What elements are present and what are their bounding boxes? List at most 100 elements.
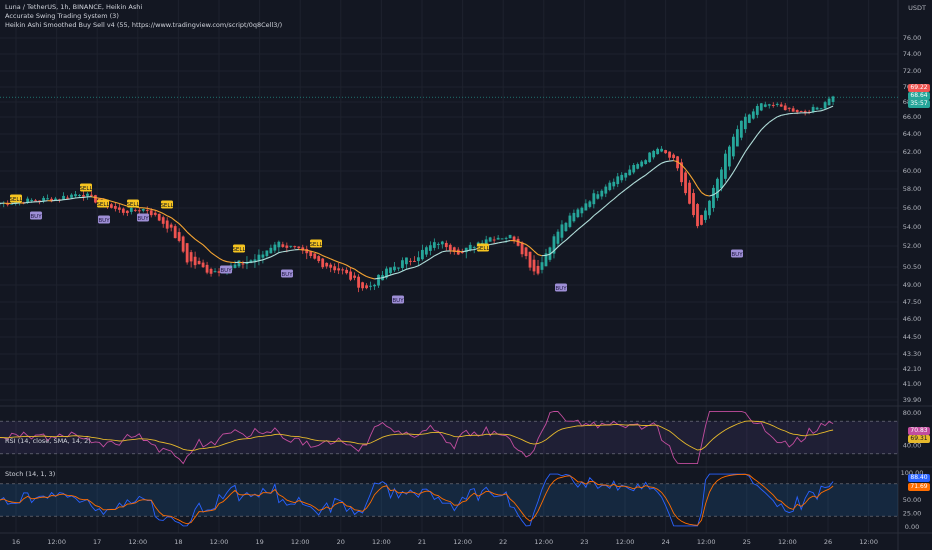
buy-signal-label: BUY: [731, 252, 743, 258]
candle-body: [652, 150, 656, 158]
candle-body: [357, 276, 360, 288]
smoothed-line-segment: [390, 273, 395, 276]
candle-body: [472, 247, 476, 249]
x-tick-label: 12:00: [210, 538, 229, 546]
smoothed-line-segment: [162, 213, 168, 217]
stoch-title[interactable]: Stoch (14, 1, 3): [5, 470, 56, 478]
smoothed-line-segment: [182, 227, 188, 233]
price-tick-label: 47.50: [903, 298, 922, 306]
x-axis[interactable]: 16 12:00 17 12:00 18 12:00 19 12:00 20 12:00 21 12:…: [12, 538, 878, 546]
candle-body: [137, 210, 141, 212]
smoothed-line-segment: [174, 220, 180, 225]
smoothed-line-segment: [641, 174, 646, 179]
smoothed-line-segment: [302, 249, 307, 251]
candle-body: [416, 257, 420, 262]
candle-body: [560, 224, 564, 238]
symbol-title[interactable]: Luna / TetherUS, 1h, BINANCE, Heikin Ash…: [5, 3, 143, 11]
smoothed-line-segment: [282, 250, 287, 253]
x-tick-label: 20: [337, 538, 345, 546]
smoothed-line-segment: [657, 162, 662, 167]
price-tick-label: 60.00: [903, 167, 922, 175]
price-tick-label: 41.00: [903, 380, 922, 388]
rsi-title[interactable]: RSI (14, close, SMA, 14, 2): [5, 437, 91, 445]
smoothed-line-segment: [430, 255, 435, 260]
candle-body: [269, 247, 273, 254]
sell-signal-label-bg: [97, 199, 109, 208]
buy-signal-label: BUY: [137, 216, 149, 222]
candle-body: [293, 246, 297, 248]
candle-body: [592, 193, 596, 205]
smoothed-line-segment: [545, 253, 551, 256]
sell-signal-label: SELL: [476, 246, 490, 252]
smoothed-line-segment: [697, 186, 702, 193]
y-axis[interactable]: 76.0074.0072.0070.0068.0066.0064.0062.00…: [901, 34, 924, 531]
candle-body: [692, 193, 695, 216]
smoothed-line-segment: [170, 217, 176, 222]
smoothed-line-segment: [202, 244, 208, 250]
candle-body: [317, 256, 321, 262]
candle-body: [109, 204, 113, 208]
candle-body: [26, 198, 30, 203]
candle-body: [345, 269, 349, 274]
price-tick-label: 76.00: [903, 34, 922, 42]
smoothed-line-segment: [637, 177, 642, 181]
candle-body: [628, 169, 632, 176]
indicator-2-title[interactable]: Heikin Ashi Smoothed Buy Sell v4 (55, ht…: [5, 21, 283, 29]
candle-body: [464, 247, 468, 253]
candle-body: [672, 154, 675, 159]
rsi-ma-line: [0, 420, 834, 451]
smoothed-line-segment: [338, 261, 343, 265]
smoothed-line-segment: [677, 161, 682, 166]
indicator-1-title[interactable]: Accurate Swing Trading System (3): [5, 12, 119, 20]
smoothed-line-segment: [525, 243, 531, 248]
smoothed-line-segment: [422, 260, 427, 264]
candle-body: [488, 237, 492, 242]
smoothed-line-segment: [434, 253, 439, 257]
buy-signal-label-bg: [392, 295, 404, 304]
price-label-1: 69.22: [908, 84, 930, 92]
candle-body: [731, 136, 735, 157]
sell-signal-label: SELL: [232, 247, 246, 253]
candle-body: [787, 107, 791, 109]
smoothed-line-segment: [222, 259, 228, 263]
candle-body: [30, 199, 34, 201]
candle-body: [596, 194, 600, 199]
candle-body: [572, 212, 576, 222]
smoothed-line-segment: [91, 196, 96, 199]
candle-body: [544, 253, 548, 267]
smoothed-line-segment: [824, 107, 830, 111]
candle-body: [50, 198, 53, 202]
smoothed-line-segment: [418, 262, 423, 267]
smoothed-line-segment: [573, 229, 579, 234]
candle-body: [10, 203, 14, 205]
smoothed-line-segment: [39, 200, 44, 203]
smoothed-line-segment: [326, 256, 331, 260]
candle-body: [62, 195, 65, 200]
candle-body: [747, 114, 751, 123]
sell-signal-label-bg: [80, 183, 92, 192]
candle-body: [389, 267, 392, 274]
candle-body: [401, 260, 404, 269]
candle-body: [803, 111, 807, 113]
smoothed-line-segment: [713, 191, 718, 196]
candle-body: [656, 148, 660, 155]
smoothed-line-segment: [111, 200, 116, 203]
smoothed-line-segment: [809, 111, 814, 114]
candle-body: [644, 160, 648, 164]
smoothed-line-segment: [661, 161, 666, 164]
candle-body: [712, 187, 715, 208]
candle-body: [612, 181, 616, 187]
candle-body: [444, 242, 448, 248]
smoothed-line-segment: [748, 140, 754, 147]
candle-body: [664, 150, 668, 154]
candle-body: [616, 176, 620, 185]
candle-body: [82, 195, 85, 197]
candle-body: [819, 108, 823, 110]
smoothed-line-segment: [621, 188, 627, 193]
smoothed-line-segment: [585, 219, 591, 224]
smoothed-line-segment: [553, 246, 559, 252]
candle-body: [620, 174, 624, 181]
smoothed-line-segment: [633, 179, 639, 184]
rsi-tick-label: 80.00: [903, 409, 922, 417]
